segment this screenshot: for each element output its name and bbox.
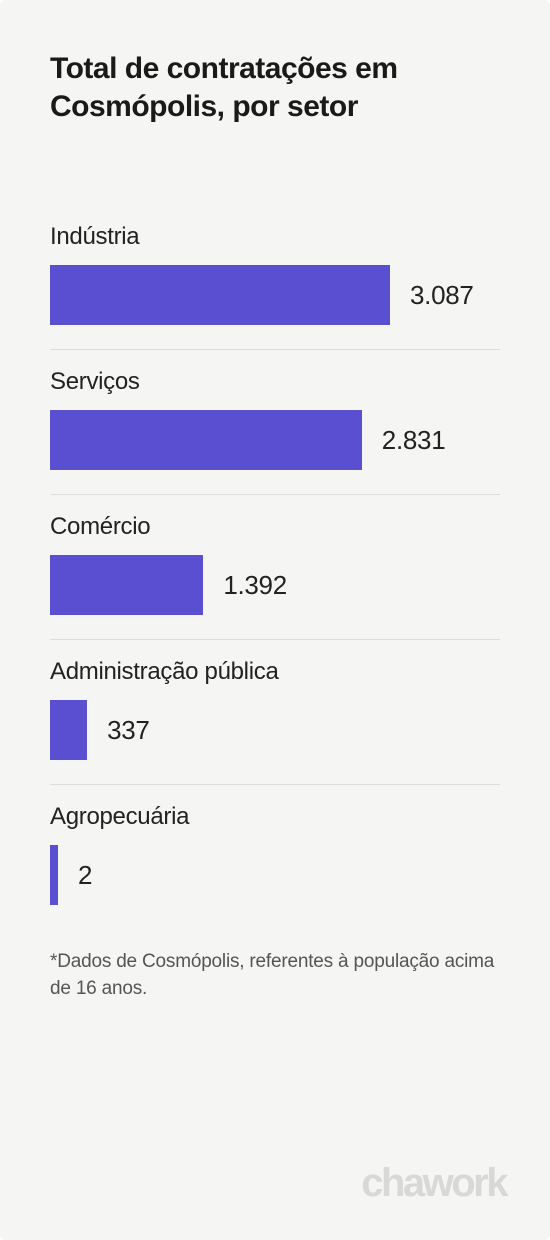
bar-rows: Indústria 3.087 Serviços 2.831 Comércio … (50, 205, 500, 929)
bar (50, 265, 390, 325)
bar-label: Administração pública (50, 658, 500, 686)
bar-value: 2.831 (382, 425, 446, 456)
bar-line: 2 (50, 845, 500, 905)
bar-row: Administração pública 337 (50, 640, 500, 785)
bar-row: Comércio 1.392 (50, 495, 500, 640)
bar-line: 1.392 (50, 555, 500, 615)
bar (50, 845, 58, 905)
bar-value: 2 (78, 860, 92, 891)
bar-row: Indústria 3.087 (50, 205, 500, 350)
bar-value: 1.392 (223, 570, 287, 601)
bar (50, 700, 87, 760)
bar-label: Serviços (50, 368, 500, 396)
chart-title: Total de contratações em Cosmópolis, por… (50, 50, 500, 125)
chart-footnote: *Dados de Cosmópolis, referentes à popul… (50, 949, 500, 1002)
bar-line: 3.087 (50, 265, 500, 325)
bar-value: 3.087 (410, 280, 474, 311)
bar-label: Indústria (50, 223, 500, 251)
bar-label: Comércio (50, 513, 500, 541)
bar (50, 410, 362, 470)
bar-value: 337 (107, 715, 149, 746)
bar (50, 555, 203, 615)
bar-line: 337 (50, 700, 500, 760)
chart-card: Total de contratações em Cosmópolis, por… (0, 0, 550, 1240)
bar-row: Agropecuária 2 (50, 785, 500, 929)
bar-label: Agropecuária (50, 803, 500, 831)
brand-logo: chawork (361, 1161, 506, 1206)
bar-row: Serviços 2.831 (50, 350, 500, 495)
bar-line: 2.831 (50, 410, 500, 470)
